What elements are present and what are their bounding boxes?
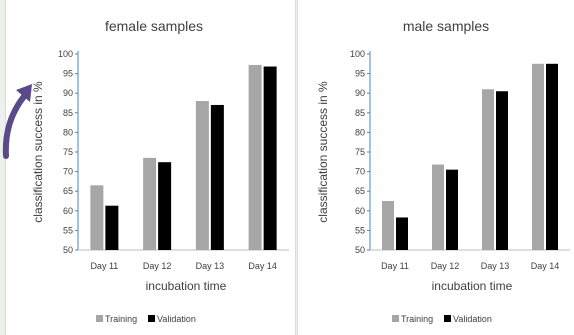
legend-label-training: Training [401, 314, 433, 324]
x-tick-label: Day 14 [248, 261, 277, 271]
y-tick-label: 95 [355, 69, 365, 79]
legend-label-validation: Validation [157, 314, 196, 324]
validation-bar [396, 217, 408, 250]
y-tick-label: 90 [355, 88, 365, 98]
female-chart: female samples 50 55 60 65 70 75 80 85 90 95 100 cla… [31, 18, 289, 324]
legend-swatch-validation [444, 315, 451, 322]
validation-bar [496, 91, 508, 251]
training-bar [90, 185, 104, 250]
validation-bar [210, 104, 224, 251]
training-bar [532, 63, 544, 250]
y-tick-label: 65 [63, 186, 73, 196]
training-bar [432, 164, 444, 250]
y-tick-label: 100 [58, 49, 73, 59]
validation-bar [263, 66, 277, 250]
x-axis-title: incubation time [146, 279, 227, 293]
x-tick-label: Day 13 [196, 261, 225, 271]
x-axis-title: incubation time [432, 279, 513, 293]
y-tick-label: 75 [355, 147, 365, 157]
validation-bar [158, 162, 172, 250]
y-tick-label: 80 [63, 127, 73, 137]
legend-label-validation: Validation [453, 314, 492, 324]
y-tick-label: 50 [63, 245, 73, 255]
y-tick-label: 60 [63, 206, 73, 216]
y-tick-label: 60 [355, 206, 365, 216]
legend-label-training: Training [105, 314, 137, 324]
training-bar [195, 101, 209, 250]
y-tick-label: 70 [355, 167, 365, 177]
y-tick-label: 80 [355, 127, 365, 137]
chart-title: female samples [105, 18, 203, 34]
male-chart-panel: male samples 50 55 60 65 70 75 80 85 90 95 100 class… [297, 0, 574, 335]
validation-bar [105, 205, 119, 250]
y-tick-label: 75 [63, 147, 73, 157]
y-tick-label: 70 [63, 167, 73, 177]
training-bar [382, 201, 394, 250]
y-tick-label: 100 [350, 49, 365, 59]
y-tick-label: 55 [63, 225, 73, 235]
y-axis-title: classification success in % [316, 81, 330, 223]
y-tick-label: 85 [63, 108, 73, 118]
training-bar [143, 157, 157, 250]
validation-bar [546, 63, 558, 250]
y-tick-label: 85 [355, 108, 365, 118]
male-chart: male samples 50 55 60 65 70 75 80 85 90 95 100 class… [316, 18, 570, 324]
x-tick-label: Day 12 [431, 261, 460, 271]
x-tick-label: Day 14 [531, 261, 560, 271]
y-axis-title: classification success in % [31, 81, 45, 223]
legend-swatch-training [392, 315, 399, 322]
female-chart-panel: female samples 50 55 60 65 70 75 80 85 90 95 100 cla… [5, 0, 296, 335]
training-bar [482, 89, 494, 250]
legend-swatch-training [96, 315, 103, 322]
y-tick-label: 90 [63, 88, 73, 98]
curved-arrow-icon [2, 84, 32, 159]
chart-title: male samples [403, 18, 489, 34]
legend-swatch-validation [148, 315, 155, 322]
y-tick-label: 65 [355, 186, 365, 196]
y-tick-label: 55 [355, 225, 365, 235]
x-tick-label: Day 12 [143, 261, 172, 271]
y-tick-label: 50 [355, 245, 365, 255]
y-tick-label: 95 [63, 69, 73, 79]
x-tick-label: Day 11 [381, 261, 409, 271]
training-bar [248, 64, 262, 250]
x-tick-label: Day 11 [90, 261, 118, 271]
validation-bar [446, 169, 458, 250]
x-tick-label: Day 13 [481, 261, 510, 271]
